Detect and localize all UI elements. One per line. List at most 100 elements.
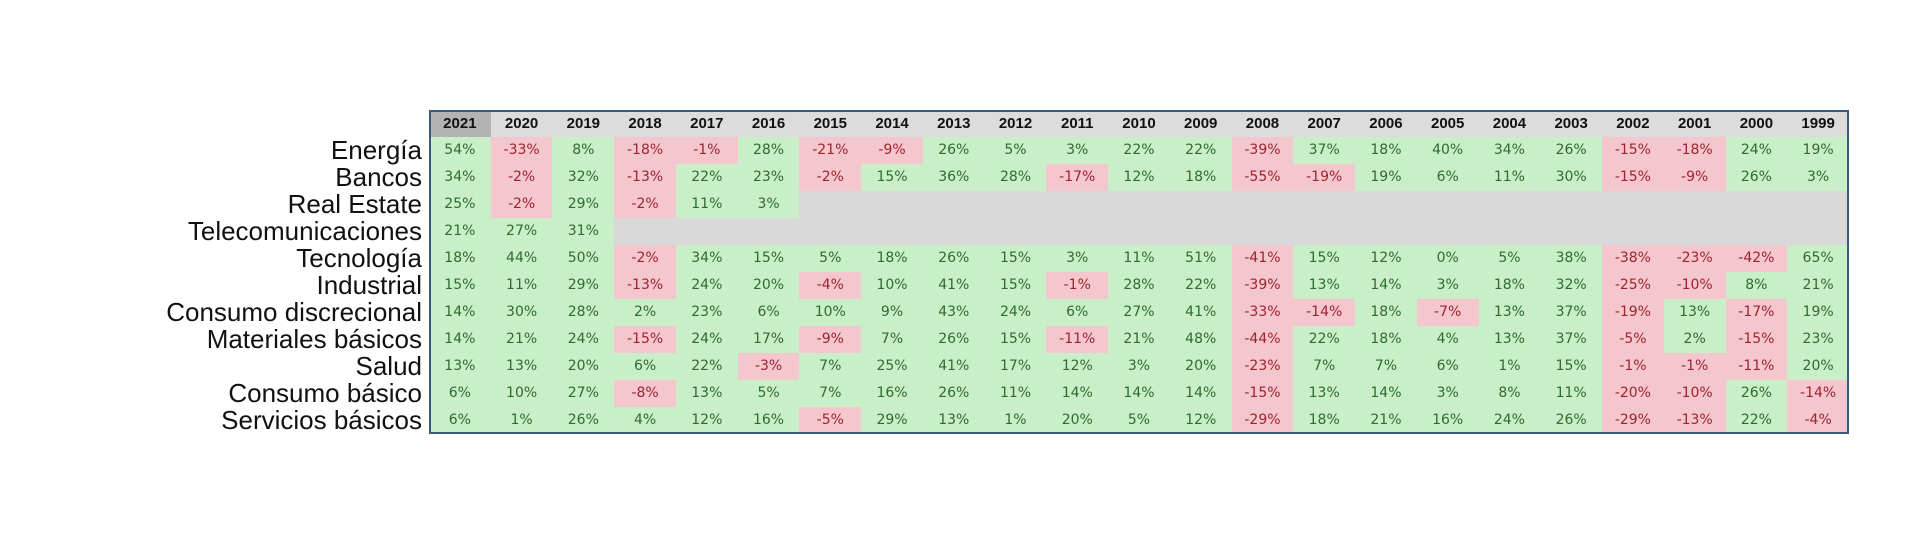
heatmap-cell: 10% xyxy=(799,299,862,326)
heatmap-cell: 6% xyxy=(1046,299,1109,326)
heatmap-cell: 1% xyxy=(984,407,1047,434)
heatmap-cell: 12% xyxy=(1355,245,1417,272)
column-header: 2000 xyxy=(1725,110,1788,137)
heatmap-cell: 27% xyxy=(1108,299,1170,326)
heatmap-cell: 1% xyxy=(490,407,553,434)
heatmap-cell: -9% xyxy=(861,137,923,164)
heatmap-cell: -55% xyxy=(1231,164,1294,191)
heatmap-cell: -33% xyxy=(490,137,553,164)
heatmap-cell: -23% xyxy=(1663,245,1726,272)
heatmap-cell: 8% xyxy=(1725,272,1788,299)
empty-cell xyxy=(1293,191,1356,218)
heatmap-cell: 37% xyxy=(1540,299,1603,326)
heatmap-cell: 20% xyxy=(552,353,615,380)
heatmap-cell: -2% xyxy=(490,191,553,218)
heatmap-cell: 11% xyxy=(1540,380,1603,407)
heatmap-cell: -14% xyxy=(1787,380,1849,407)
column-header: 2021 xyxy=(429,110,491,137)
row-label: Telecomunicaciones xyxy=(187,216,422,246)
heatmap-cell: 31% xyxy=(552,218,615,245)
heatmap-cell: 15% xyxy=(861,164,923,191)
empty-cell xyxy=(614,218,676,245)
column-header: 2003 xyxy=(1540,110,1603,137)
heatmap-cell: 14% xyxy=(429,299,491,326)
heatmap-cell: 18% xyxy=(1355,137,1417,164)
heatmap-cell: 0% xyxy=(1416,245,1479,272)
heatmap-cell: 15% xyxy=(429,272,491,299)
heatmap-cell: 36% xyxy=(922,164,985,191)
empty-cell xyxy=(1478,218,1541,245)
heatmap-cell: 6% xyxy=(614,353,676,380)
heatmap-cell: 65% xyxy=(1787,245,1849,272)
heatmap-cell: 43% xyxy=(922,299,985,326)
empty-cell xyxy=(1355,218,1417,245)
row-label: Bancos xyxy=(335,162,422,192)
heatmap-cell: 32% xyxy=(552,164,615,191)
heatmap-cell: 7% xyxy=(799,380,862,407)
heatmap-cell: 13% xyxy=(922,407,985,434)
heatmap-cell: 15% xyxy=(1293,245,1356,272)
heatmap-cell: 23% xyxy=(1787,326,1849,353)
heatmap-cell: -10% xyxy=(1663,380,1726,407)
heatmap-cell: -15% xyxy=(1231,380,1294,407)
row-label: Materiales básicos xyxy=(206,324,422,354)
heatmap-cell: 9% xyxy=(861,299,923,326)
heatmap-cell: 23% xyxy=(675,299,738,326)
empty-cell xyxy=(1725,218,1788,245)
heatmap-cell: 22% xyxy=(675,353,738,380)
heatmap-cell: 10% xyxy=(490,380,553,407)
empty-cell xyxy=(1787,218,1849,245)
empty-cell xyxy=(922,218,985,245)
heatmap-cell: -7% xyxy=(1416,299,1479,326)
heatmap-cell: 5% xyxy=(1108,407,1170,434)
heatmap-cell: 5% xyxy=(737,380,800,407)
heatmap-cell: 22% xyxy=(1169,272,1232,299)
heatmap-cell: -9% xyxy=(799,326,862,353)
heatmap-cell: -10% xyxy=(1663,272,1726,299)
empty-cell xyxy=(1787,191,1849,218)
heatmap-cell: 20% xyxy=(1046,407,1109,434)
empty-cell xyxy=(1169,191,1232,218)
row-label: Consumo básico xyxy=(228,378,422,408)
row-label: Consumo discrecional xyxy=(166,297,422,327)
heatmap-cell: 21% xyxy=(1355,407,1417,434)
heatmap-cell: 6% xyxy=(429,407,491,434)
heatmap-cell: -1% xyxy=(1046,272,1109,299)
heatmap-cell: 25% xyxy=(861,353,923,380)
heatmap-cell: 13% xyxy=(1293,272,1356,299)
heatmap-cell: 18% xyxy=(1355,299,1417,326)
column-header: 2018 xyxy=(614,110,676,137)
heatmap-cell: 11% xyxy=(675,191,738,218)
column-header: 2015 xyxy=(799,110,862,137)
heatmap-cell: 41% xyxy=(1169,299,1232,326)
heatmap-cell: 4% xyxy=(1416,326,1479,353)
heatmap-cell: 16% xyxy=(1416,407,1479,434)
heatmap-cell: -17% xyxy=(1725,299,1788,326)
empty-cell xyxy=(1540,191,1603,218)
column-header: 2006 xyxy=(1355,110,1417,137)
heatmap-cell: -1% xyxy=(1663,353,1726,380)
heatmap-cell: 16% xyxy=(861,380,923,407)
heatmap-cell: 10% xyxy=(861,272,923,299)
heatmap-cell: -11% xyxy=(1046,326,1109,353)
heatmap-cell: 22% xyxy=(1169,137,1232,164)
heatmap-cell: -44% xyxy=(1231,326,1294,353)
heatmap-cell: 28% xyxy=(552,299,615,326)
heatmap-cell: 38% xyxy=(1540,245,1603,272)
heatmap-cell: 29% xyxy=(861,407,923,434)
column-header: 2012 xyxy=(984,110,1047,137)
heatmap-cell: -18% xyxy=(614,137,676,164)
heatmap-cell: 26% xyxy=(1725,380,1788,407)
heatmap-cell: -42% xyxy=(1725,245,1788,272)
heatmap-cell: 26% xyxy=(1540,407,1603,434)
heatmap-cell: -18% xyxy=(1663,137,1726,164)
heatmap-cell: 18% xyxy=(1355,326,1417,353)
heatmap-cell: 22% xyxy=(1293,326,1356,353)
empty-cell xyxy=(1602,218,1664,245)
heatmap-cell: 14% xyxy=(1108,380,1170,407)
empty-cell xyxy=(984,218,1047,245)
heatmap-cell: 7% xyxy=(1355,353,1417,380)
heatmap-cell: 14% xyxy=(1046,380,1109,407)
heatmap-cell: 11% xyxy=(984,380,1047,407)
